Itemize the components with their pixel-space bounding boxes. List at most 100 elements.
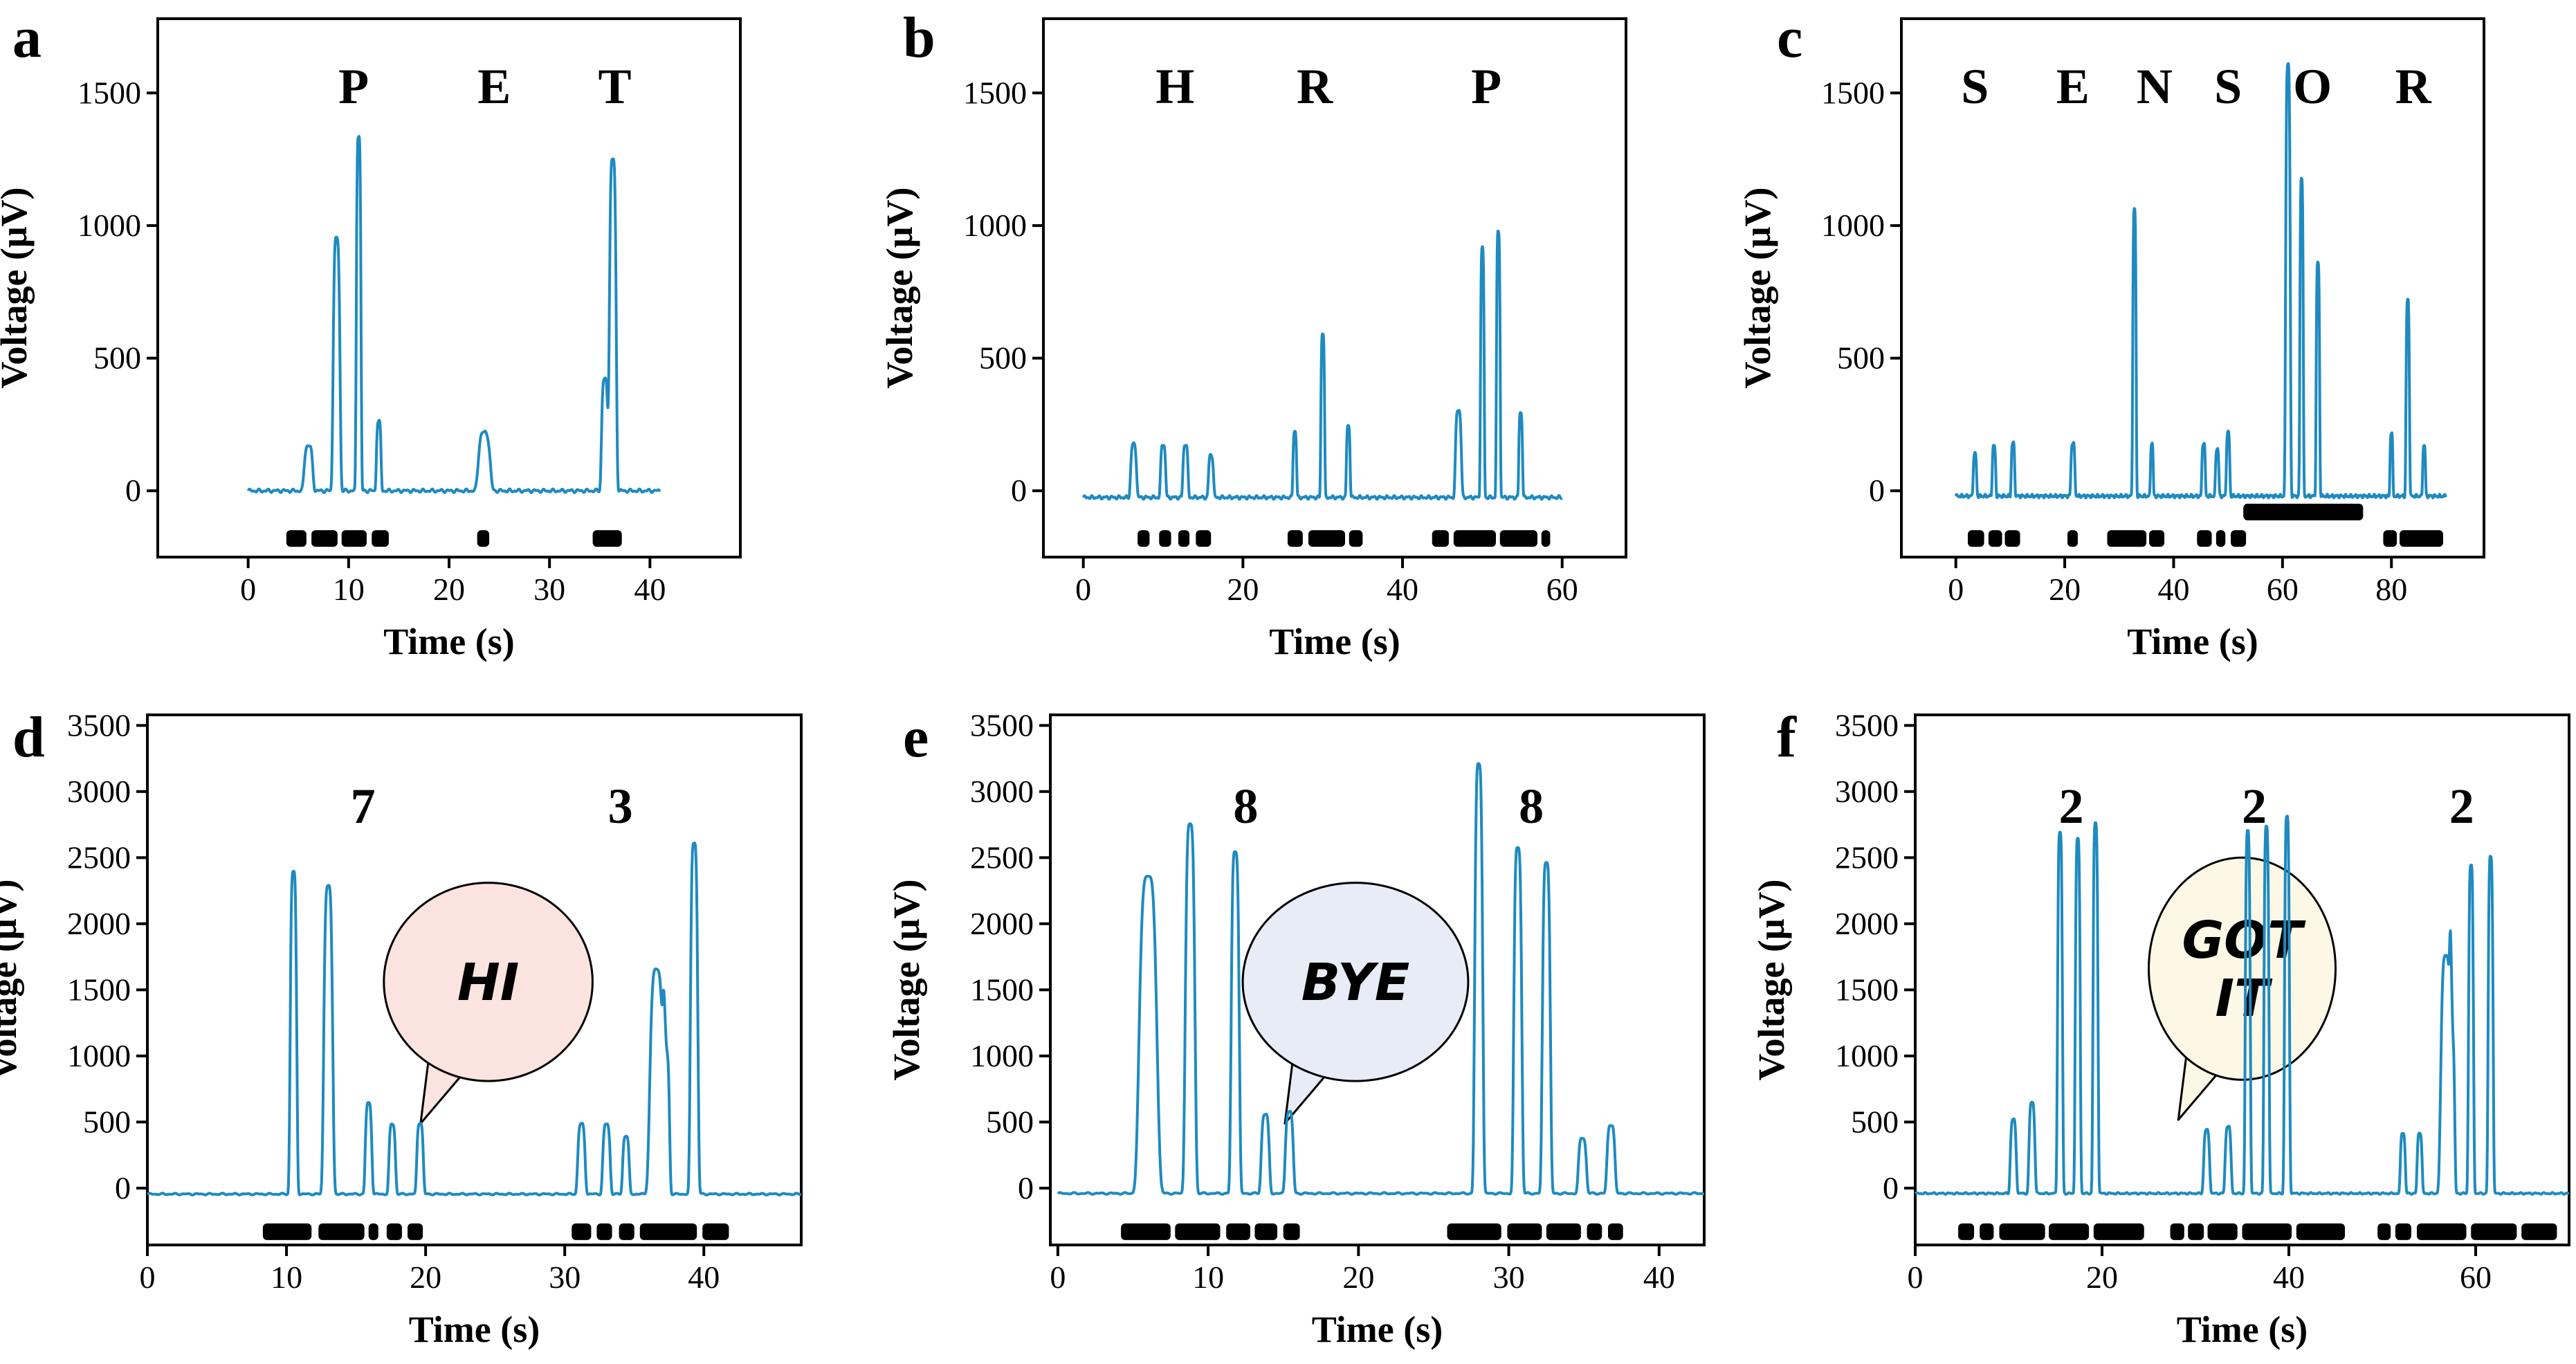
- marker-bar: [2395, 1223, 2411, 1240]
- x-axis-title: Time (s): [1312, 1309, 1443, 1350]
- x-tick-label: 0: [1075, 572, 1091, 607]
- speech-bubble-seam: [2189, 1031, 2237, 1051]
- marker-bar: [2242, 1223, 2292, 1240]
- annotation-label: O: [2293, 59, 2332, 114]
- marker-bar: [318, 1223, 365, 1240]
- panel-letter: d: [12, 705, 45, 770]
- y-tick-label: 2000: [1835, 906, 1899, 941]
- marker-bar: [2170, 1223, 2184, 1240]
- speech-bubble: BYE: [1241, 882, 1470, 1125]
- panel-letter: c: [1777, 6, 1802, 70]
- x-tick-label: 20: [2086, 1260, 2118, 1295]
- marker-bar: [2207, 1223, 2238, 1240]
- marker-bar: [2004, 530, 2020, 547]
- y-axis-title: Voltage (μV): [879, 187, 920, 388]
- x-tick-label: 20: [410, 1260, 441, 1295]
- x-axis-title: Time (s): [409, 1309, 540, 1350]
- y-tick-label: 3000: [970, 774, 1034, 809]
- y-tick-label: 2500: [1835, 839, 1899, 875]
- y-tick-label: 0: [1883, 1170, 1899, 1206]
- marker-bar: [1499, 530, 1537, 547]
- x-axis-title: Time (s): [383, 621, 514, 662]
- y-tick-label: 3500: [67, 707, 131, 743]
- marker-bar: [596, 1223, 612, 1240]
- speech-bubble-seam: [1295, 1035, 1344, 1055]
- marker-bar: [1175, 1223, 1221, 1240]
- y-tick-label: 500: [1851, 1104, 1899, 1139]
- x-tick-label: 10: [333, 572, 365, 607]
- marker-bar: [2216, 530, 2226, 547]
- x-tick-label: 20: [1227, 572, 1259, 607]
- y-axis-title: Voltage (μV): [1737, 187, 1778, 388]
- marker-bar: [2149, 530, 2165, 547]
- y-tick-label: 2000: [67, 906, 131, 941]
- signal-line: [1954, 62, 2447, 500]
- y-axis-title: Voltage (μV): [0, 187, 35, 388]
- marker-bar: [1999, 1223, 2045, 1240]
- x-tick-label: 40: [1643, 1260, 1675, 1295]
- marker-bar: [2197, 530, 2212, 547]
- y-tick-label: 1500: [970, 972, 1034, 1007]
- panel-letter: e: [903, 705, 929, 770]
- y-tick-label: 2500: [67, 839, 131, 875]
- x-tick-label: 0: [1050, 1260, 1066, 1295]
- marker-bar: [1587, 1223, 1602, 1240]
- plot-frame: [1900, 17, 2485, 558]
- panel-a: a 0 10 20 30 40 0 500 1000 1500 Time (s) Voltage (μ…: [0, 6, 742, 662]
- annotation-label: N: [2137, 59, 2173, 114]
- x-tick-label: 40: [2157, 572, 2189, 607]
- y-tick-label: 2500: [970, 839, 1034, 875]
- y-axis-title: Voltage (μV): [1751, 879, 1792, 1080]
- panel-e: e 0 10 20 30 40 0 500 1000 1500 2000 2500 3000 3500 Ti…: [886, 705, 1706, 1350]
- marker-bar: [1507, 1223, 1542, 1240]
- y-tick-label: 0: [115, 1170, 131, 1206]
- y-tick-label: 1500: [77, 75, 141, 110]
- marker-bar: [368, 1223, 378, 1240]
- y-tick-label: 0: [1011, 473, 1027, 508]
- x-tick-label: 20: [1342, 1260, 1374, 1295]
- y-tick-label: 1500: [1835, 972, 1899, 1007]
- x-tick-label: 30: [533, 572, 565, 607]
- marker-bar: [572, 1223, 592, 1240]
- marker-bar: [1988, 530, 2002, 547]
- marker-bar: [1254, 1223, 1278, 1240]
- annotation-label: H: [1155, 59, 1194, 114]
- y-tick-label: 500: [83, 1104, 131, 1139]
- x-tick-label: 10: [1192, 1260, 1224, 1295]
- marker-bar: [2416, 1223, 2467, 1240]
- marker-bar: [407, 1223, 423, 1240]
- y-tick-label: 0: [1018, 1170, 1034, 1206]
- y-tick-label: 1000: [970, 1038, 1034, 1073]
- signal-line: [1057, 762, 1706, 1196]
- y-tick-label: 2000: [970, 906, 1034, 941]
- x-axis-title: Time (s): [1269, 621, 1400, 662]
- x-tick-label: 40: [1387, 572, 1418, 607]
- x-tick-label: 0: [140, 1260, 156, 1295]
- y-tick-label: 1500: [1821, 75, 1885, 110]
- speech-bubble-body: [383, 882, 594, 1082]
- y-tick-label: 1000: [1821, 208, 1885, 243]
- x-tick-label: 40: [688, 1260, 720, 1295]
- marker-bar: [2400, 530, 2443, 547]
- marker-bar: [2383, 530, 2397, 547]
- marker-bar: [2521, 1223, 2557, 1240]
- marker-bar: [2049, 1223, 2090, 1240]
- annotation-label: 2: [2242, 779, 2267, 834]
- x-tick-label: 30: [549, 1260, 581, 1295]
- annotation-label: E: [2056, 59, 2090, 114]
- marker-bar: [1541, 530, 1551, 547]
- marker-bar: [2093, 1223, 2144, 1240]
- marker-bar: [1968, 530, 1984, 547]
- marker-bar: [1287, 530, 1303, 547]
- panel-letter: f: [1777, 705, 1797, 770]
- y-tick-label: 1000: [77, 208, 141, 243]
- marker-bar: [1349, 530, 1363, 547]
- marker-bar: [1607, 1223, 1623, 1240]
- marker-bar: [2188, 1223, 2204, 1240]
- marker-bar: [2471, 1223, 2517, 1240]
- marker-bar: [1453, 530, 1496, 547]
- y-tick-label: 500: [1837, 340, 1885, 376]
- y-tick-label: 3500: [970, 707, 1034, 743]
- marker-bar: [1196, 530, 1212, 547]
- marker-bar: [2231, 530, 2247, 547]
